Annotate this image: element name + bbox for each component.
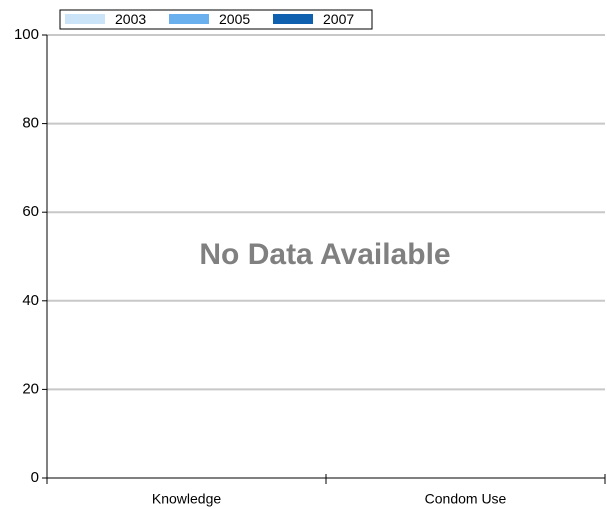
y-tick-label: 40 <box>22 292 39 309</box>
legend-label: 2007 <box>323 11 354 27</box>
legend-swatch <box>65 14 105 24</box>
y-tick-label: 20 <box>22 380 39 397</box>
legend-label: 2003 <box>115 11 146 27</box>
y-tick-label: 80 <box>22 115 39 132</box>
legend-swatch <box>273 14 313 24</box>
legend-swatch <box>169 14 209 24</box>
y-tick-label: 0 <box>31 469 39 486</box>
y-tick-label: 60 <box>22 203 39 220</box>
no-data-annotation: No Data Available <box>199 238 450 271</box>
x-tick-label: Condom Use <box>425 491 507 507</box>
legend-label: 2005 <box>219 11 250 27</box>
y-tick-label: 100 <box>14 26 39 43</box>
x-tick-label: Knowledge <box>152 491 221 507</box>
